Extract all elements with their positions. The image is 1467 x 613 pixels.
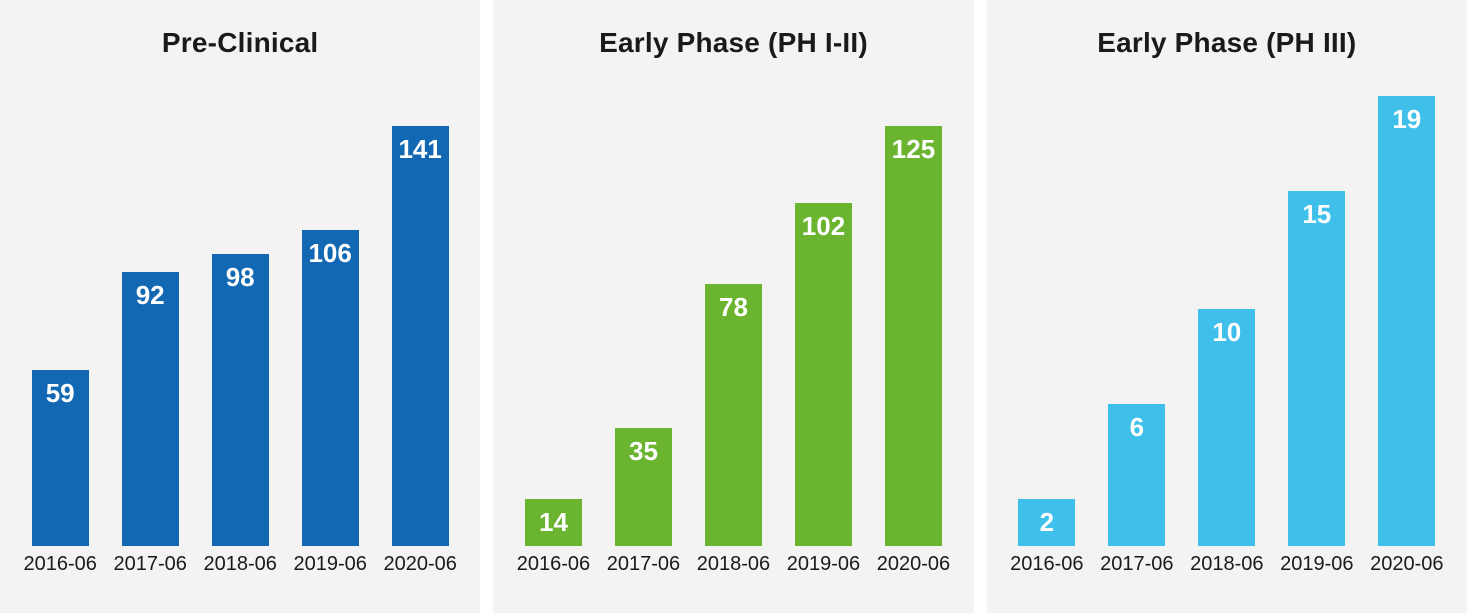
plot-area: 59 2016-06 92 2017-06 98 2018-06 106 2019-06 141… — [0, 126, 480, 576]
chart-column: 78 2018-06 — [688, 284, 778, 576]
x-tick-label: 2020-06 — [383, 553, 457, 575]
chart-title: Early Phase (PH I-II) — [599, 27, 868, 58]
chart-column: 98 2018-06 — [195, 254, 285, 576]
x-tick-label: 2019-06 — [1280, 553, 1354, 575]
chart-panel-early-phase-3: Early Phase (PH III) 2 2016-06 6 2017-06 10 2… — [986, 0, 1467, 613]
bar-value-label: 19 — [1392, 104, 1422, 134]
plot-area: 14 2016-06 35 2017-06 78 2018-06 102 2019-06 125… — [493, 126, 973, 576]
bar-value-label: 78 — [719, 292, 748, 322]
bar-value-label: 2 — [1039, 507, 1055, 537]
bar: 141 — [391, 126, 449, 546]
bar: 59 — [31, 370, 89, 546]
bar: 2 — [1018, 499, 1076, 546]
x-tick-label: 2017-06 — [1100, 553, 1174, 575]
bar-value-label: 102 — [801, 211, 846, 241]
chart-column: 35 2017-06 — [598, 428, 688, 576]
bar-value-label: 92 — [135, 280, 165, 310]
bar-value-label: 98 — [225, 262, 255, 292]
x-tick-label: 2017-06 — [113, 553, 187, 575]
plot-area: 2 2016-06 6 2017-06 10 2018-06 15 2019-06 19 2020… — [987, 96, 1467, 576]
x-tick-label: 2019-06 — [293, 553, 367, 575]
bar: 35 — [614, 428, 672, 546]
chart-column: 125 2020-06 — [868, 126, 958, 576]
chart-column: 10 2018-06 — [1182, 309, 1272, 576]
chart-column: 15 2019-06 — [1272, 191, 1362, 576]
bar: 92 — [121, 272, 179, 546]
x-tick-label: 2019-06 — [786, 553, 861, 575]
bar: 106 — [301, 230, 359, 546]
chart-column: 92 2017-06 — [105, 272, 195, 576]
bar: 19 — [1378, 96, 1436, 546]
x-tick-label: 2018-06 — [696, 553, 771, 575]
x-tick-label: 2016-06 — [23, 553, 97, 575]
chart-column: 14 2016-06 — [508, 499, 598, 576]
chart-column: 102 2019-06 — [778, 203, 868, 576]
chart-panel-early-phase-1-2: Early Phase (PH I-II) 14 2016-06 35 2017-06… — [493, 0, 974, 613]
bar: 102 — [794, 203, 852, 546]
bar: 125 — [884, 126, 942, 546]
bar-value-label: 125 — [891, 134, 936, 164]
x-tick-label: 2016-06 — [516, 553, 591, 575]
bar-value-label: 14 — [539, 507, 568, 537]
x-tick-label: 2020-06 — [1370, 553, 1444, 575]
bar: 14 — [524, 499, 582, 546]
bar: 78 — [704, 284, 762, 546]
chart-column: 141 2020-06 — [375, 126, 465, 576]
chart-column: 2 2016-06 — [1002, 499, 1092, 576]
bar: 10 — [1198, 309, 1256, 546]
bar: 98 — [211, 254, 269, 546]
bar: 6 — [1108, 404, 1166, 546]
chart-title: Pre-Clinical — [161, 27, 319, 58]
bar-value-label: 10 — [1212, 317, 1242, 347]
x-tick-label: 2016-06 — [1010, 553, 1084, 575]
bar-value-label: 141 — [398, 134, 442, 164]
chart-column: 106 2019-06 — [285, 230, 375, 576]
chart-title: Early Phase (PH III) — [1097, 27, 1357, 58]
x-tick-label: 2017-06 — [606, 553, 681, 575]
bar-value-label: 6 — [1129, 412, 1145, 442]
bar-value-label: 35 — [629, 436, 658, 466]
bar-value-label: 106 — [308, 238, 352, 268]
x-tick-label: 2018-06 — [1190, 553, 1264, 575]
chart-column: 19 2020-06 — [1362, 96, 1452, 576]
x-tick-label: 2020-06 — [876, 553, 951, 575]
chart-column: 59 2016-06 — [15, 370, 105, 576]
chart-panel-pre-clinical: Pre-Clinical 59 2016-06 92 2017-06 98 2018-06… — [0, 0, 481, 613]
x-tick-label: 2018-06 — [203, 553, 277, 575]
chart-column: 6 2017-06 — [1092, 404, 1182, 576]
bar-value-label: 59 — [45, 378, 75, 408]
bar-value-label: 15 — [1302, 199, 1332, 229]
bar: 15 — [1288, 191, 1346, 546]
